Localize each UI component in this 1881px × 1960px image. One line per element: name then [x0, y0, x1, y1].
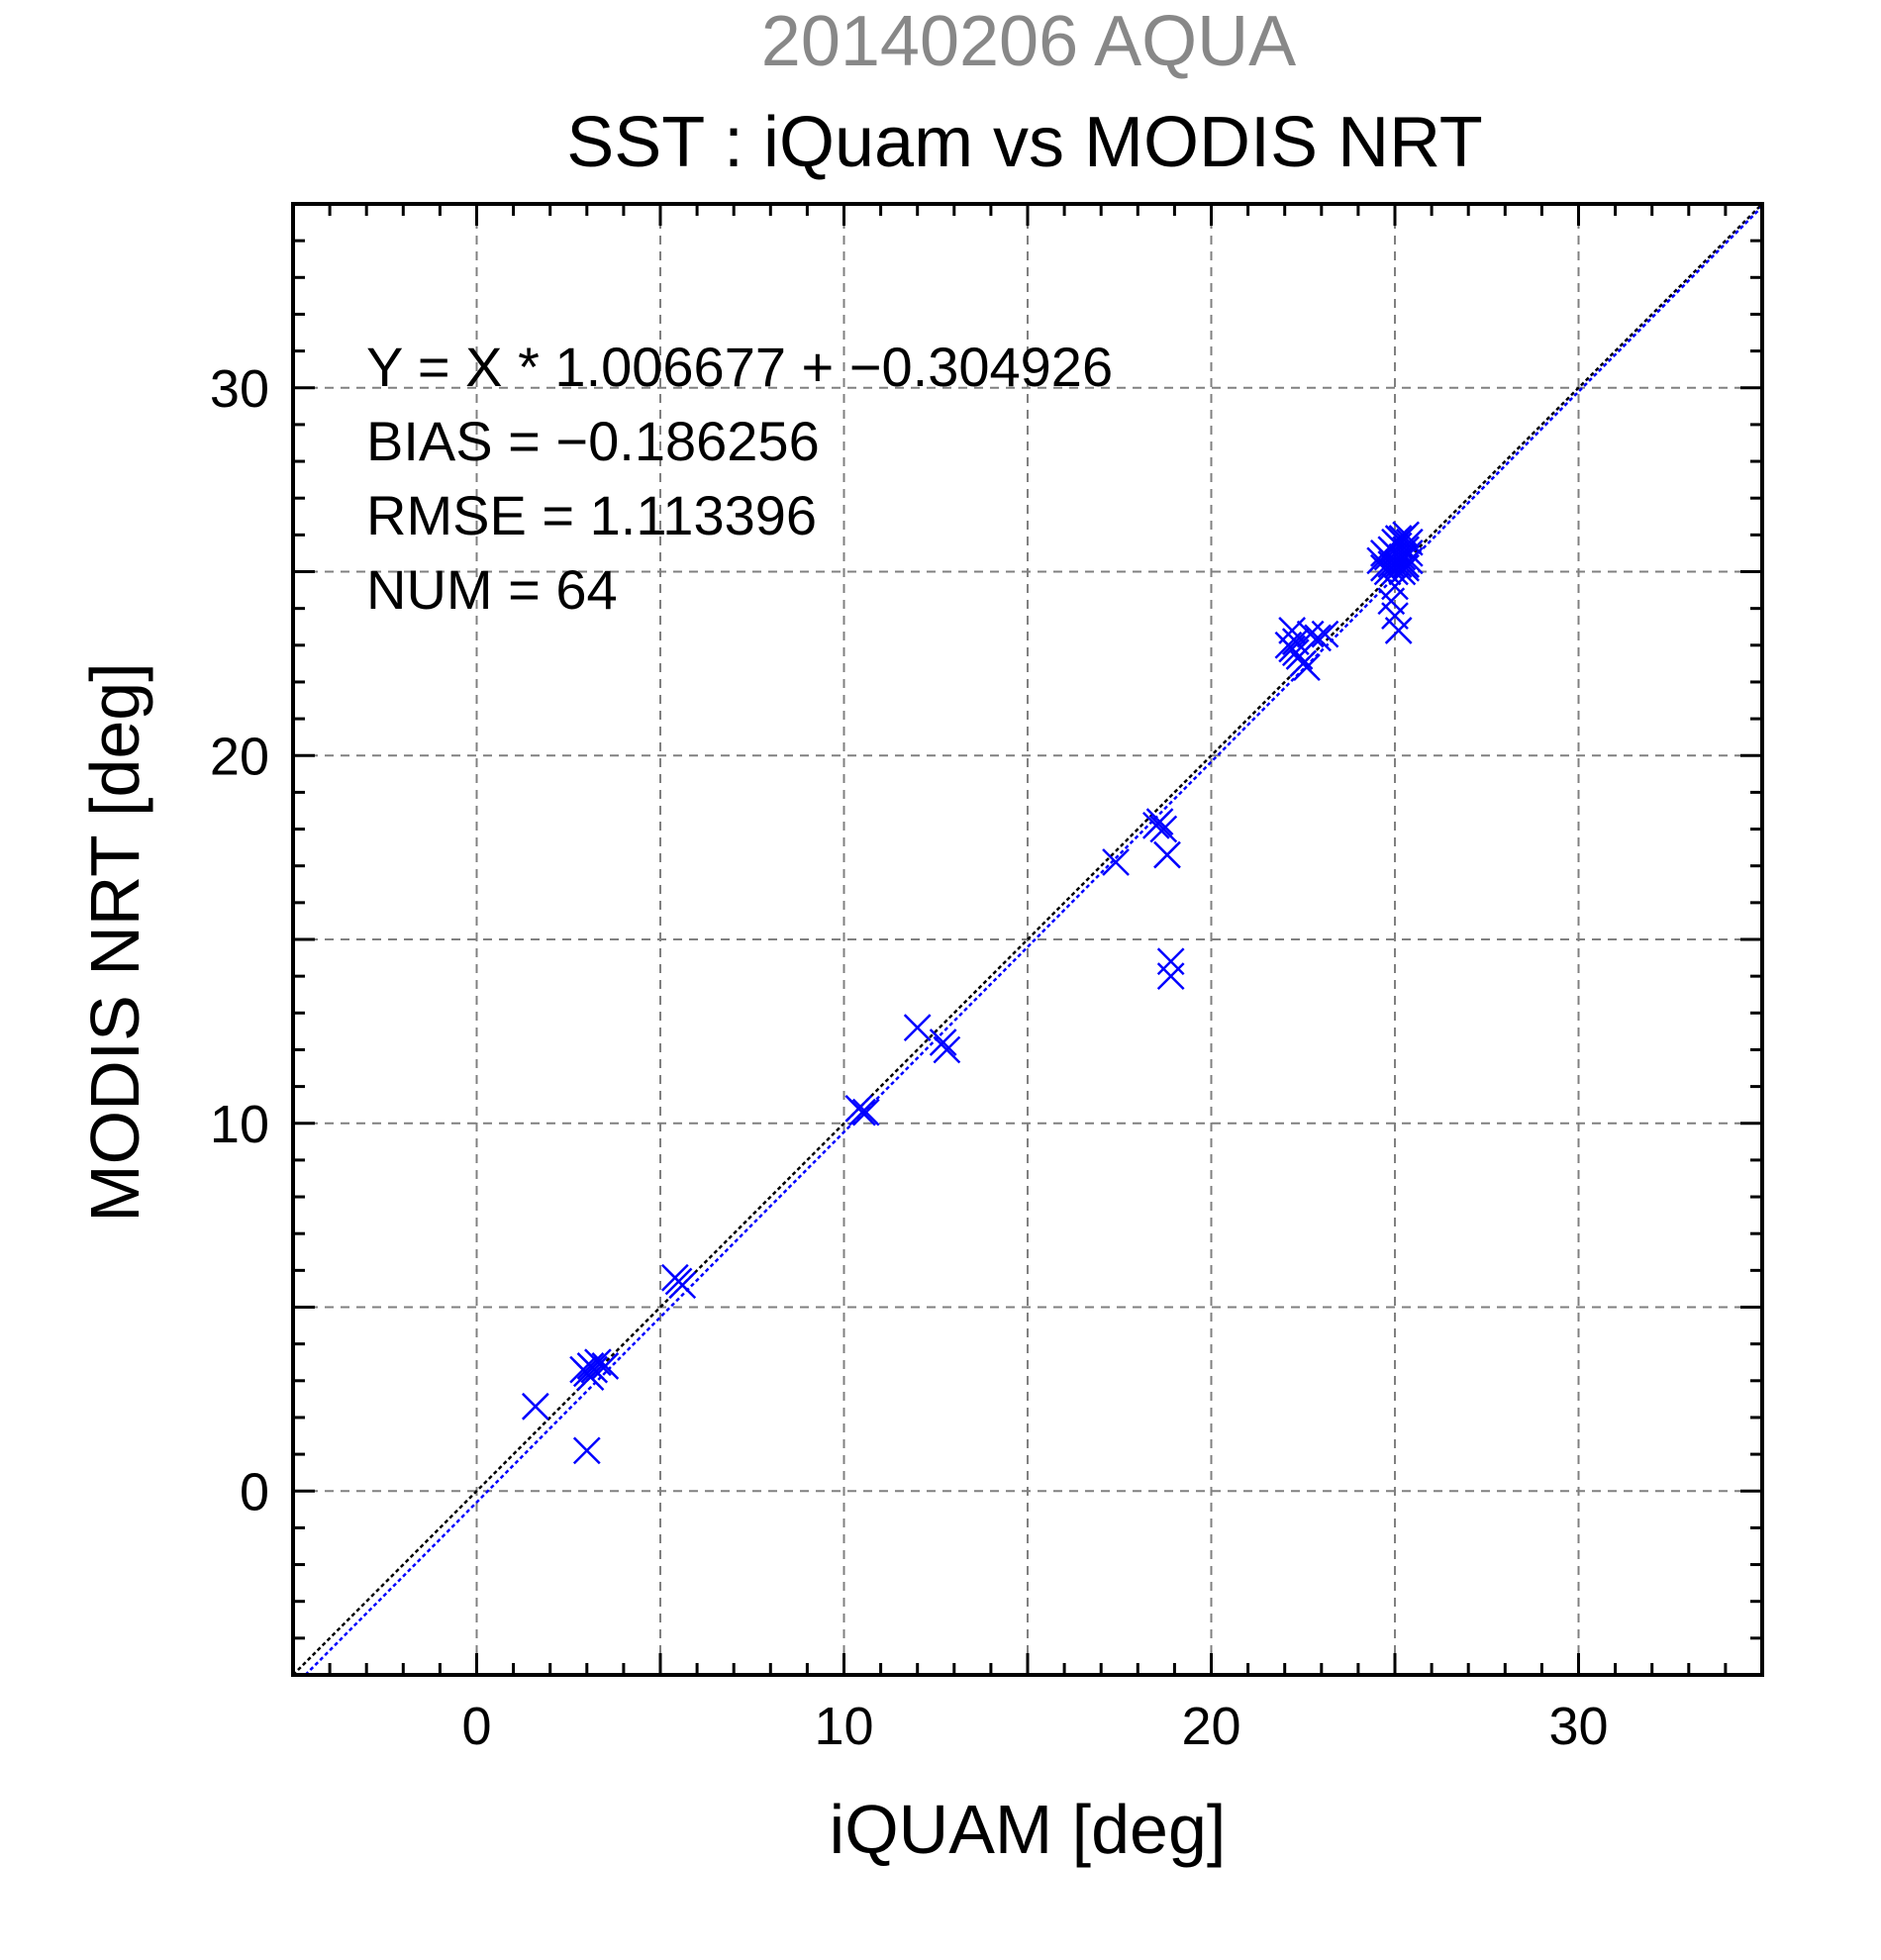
- data-point: [1149, 815, 1178, 843]
- data-point: [576, 1363, 605, 1391]
- data-point: [1156, 962, 1185, 991]
- reference-lines: [292, 203, 1763, 1676]
- data-point: [1278, 635, 1307, 663]
- x-tick-label: 0: [461, 1697, 491, 1756]
- x-tick-label: 10: [814, 1697, 873, 1756]
- y-tick-label: 0: [240, 1462, 269, 1521]
- data-point: [591, 1352, 620, 1380]
- data-point: [572, 1436, 601, 1465]
- data-point: [929, 1029, 957, 1056]
- y-tick-label: 20: [210, 727, 269, 786]
- regression-line: [304, 205, 1763, 1676]
- grid-lines: [293, 204, 1762, 1675]
- stats-regression: Y = X * 1.006677 + −0.304926: [366, 336, 1113, 398]
- data-point: [1153, 840, 1181, 869]
- data-points: [521, 521, 1424, 1465]
- data-point: [851, 1098, 880, 1127]
- data-point: [1145, 808, 1174, 836]
- chart-supertitle: 20140206 AQUA: [761, 2, 1296, 81]
- x-tick-label: 20: [1181, 1697, 1240, 1756]
- data-point: [664, 1267, 693, 1296]
- data-point: [1369, 539, 1398, 567]
- tick-labels: 0 10 20 30 0 10 20 30: [210, 359, 1609, 1756]
- data-point: [848, 1098, 876, 1127]
- x-tick-label: 30: [1548, 1697, 1608, 1756]
- data-point: [580, 1355, 609, 1384]
- data-point: [1395, 546, 1424, 575]
- one-to-one-line: [292, 203, 1763, 1676]
- data-point: [1384, 617, 1413, 644]
- data-point: [1102, 848, 1130, 876]
- data-point: [1392, 521, 1421, 549]
- y-tick-label: 30: [210, 359, 269, 419]
- stats-bias: BIAS = −0.186256: [366, 410, 820, 472]
- data-point: [1281, 628, 1310, 655]
- chart-title: SST : iQuam vs MODIS NRT: [566, 103, 1483, 182]
- plot-frame: [291, 202, 1764, 1677]
- stats-num: NUM = 64: [366, 558, 618, 621]
- data-point: [1293, 653, 1321, 681]
- data-point: [903, 1014, 932, 1042]
- x-axis-label: iQUAM [deg]: [830, 1791, 1227, 1868]
- stats-rmse: RMSE = 1.113396: [366, 484, 817, 546]
- y-tick-label: 10: [210, 1095, 269, 1154]
- data-point: [1296, 620, 1325, 648]
- y-axis-label: MODIS NRT [deg]: [76, 662, 153, 1222]
- data-point: [1156, 947, 1185, 976]
- stats-box: Y = X * 1.006677 + −0.304926 BIAS = −0.1…: [366, 336, 1113, 621]
- data-point: [521, 1392, 549, 1421]
- data-point: [584, 1348, 612, 1377]
- data-point: [1311, 620, 1339, 648]
- data-point: [933, 1035, 961, 1064]
